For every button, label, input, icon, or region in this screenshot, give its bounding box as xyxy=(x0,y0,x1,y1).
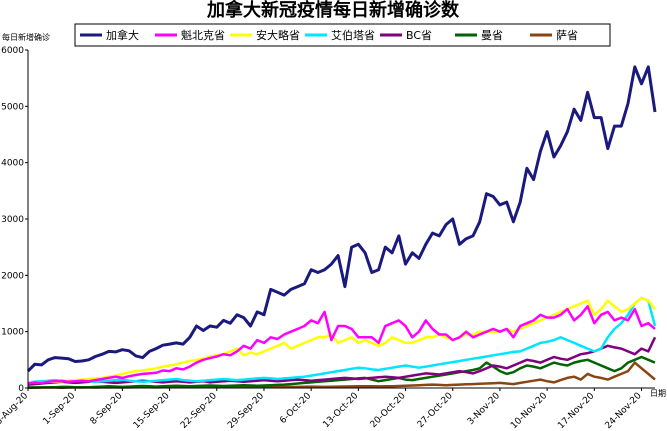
series-line-3 xyxy=(27,296,657,384)
x-tick-label: 27-Oct-20 xyxy=(416,391,455,430)
x-tick-label: 15-Sep-20 xyxy=(132,391,172,431)
x-tick-label: 13-Oct-20 xyxy=(321,391,360,430)
y-tick-label: 4000 xyxy=(1,159,24,169)
x-tick-label: 17-Nov-20 xyxy=(556,391,596,431)
x-tick-label: 8-Sep-20 xyxy=(89,391,125,427)
series-line-2 xyxy=(28,296,656,384)
series-line-5 xyxy=(28,355,656,389)
y-tick-label: 5000 xyxy=(1,102,24,112)
legend: 加拿大 魁北克省 安大略省 艾伯塔省 BC省 曼省 萨省 xyxy=(74,23,611,47)
x-tick-label: 29-Sep-20 xyxy=(226,391,266,431)
series-group xyxy=(26,65,657,389)
x-tick-label: 10-Nov-20 xyxy=(509,391,549,431)
legend-label-4: BC省 xyxy=(406,29,432,42)
x-tick-label: 24-Nov-20 xyxy=(604,391,644,431)
y-tick-label: 1000 xyxy=(1,328,24,338)
y-tick-label: 2000 xyxy=(1,271,24,281)
legend-box xyxy=(74,23,611,47)
legend-label-5: 曼省 xyxy=(481,29,503,42)
legend-label-0: 加拿大 xyxy=(106,28,139,42)
legend-label-6: 萨省 xyxy=(556,29,578,42)
x-tick-label: 1-Sep-20 xyxy=(42,391,78,427)
y-tick-label: 3000 xyxy=(1,215,24,225)
y-tick-label: 0 xyxy=(18,384,24,394)
legend-label-1: 魁北克省 xyxy=(181,28,225,42)
legend-label-2: 安大略省 xyxy=(256,28,300,42)
x-tick-label: 6-Oct-20 xyxy=(278,391,313,426)
y-tick-label: 6000 xyxy=(1,46,24,56)
x-tick-label: 22-Sep-20 xyxy=(179,391,219,431)
series-line-1 xyxy=(27,305,656,385)
x-axis-title: 日期 xyxy=(650,389,666,398)
y-axis-title: 每日新增确诊 xyxy=(2,32,50,42)
legend-label-3: 艾伯塔省 xyxy=(331,28,375,42)
x-tick-label: 3-Nov-20 xyxy=(466,391,502,427)
series-line-0 xyxy=(26,65,657,373)
chart-title: 加拿大新冠疫情每日新增确诊数 xyxy=(206,0,460,21)
y-axis: 0 1000 2000 3000 4000 5000 6000 xyxy=(1,46,28,394)
x-axis: 25-Aug-20 1-Sep-20 8-Sep-20 15-Sep-20 22-Sep… xyxy=(0,388,644,431)
x-tick-label: 25-Aug-20 xyxy=(0,391,30,431)
x-tick-label: 20-Oct-20 xyxy=(369,391,408,430)
